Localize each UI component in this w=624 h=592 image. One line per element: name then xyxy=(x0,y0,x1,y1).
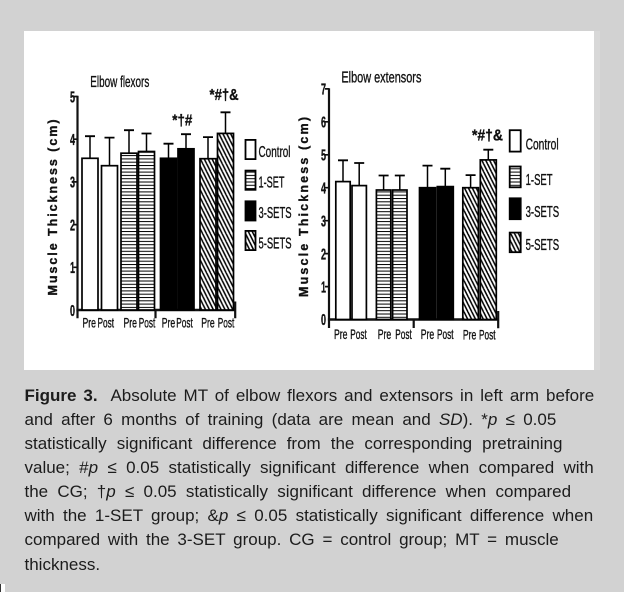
svg-text:3: 3 xyxy=(321,214,326,231)
svg-text:4: 4 xyxy=(70,132,75,149)
svg-text:Pre: Pre xyxy=(162,315,176,331)
svg-text:0: 0 xyxy=(70,303,75,320)
svg-text:0: 0 xyxy=(321,312,326,329)
svg-text:Elbow extensors: Elbow extensors xyxy=(341,70,421,87)
svg-text:5: 5 xyxy=(321,148,326,165)
svg-text:3-SETS: 3-SETS xyxy=(259,205,292,222)
svg-text:Control: Control xyxy=(259,144,291,161)
svg-text:Post: Post xyxy=(437,326,454,342)
svg-text:2: 2 xyxy=(70,217,75,234)
svg-text:*#†&: *#†& xyxy=(210,87,239,104)
svg-text:5: 5 xyxy=(70,89,75,106)
svg-text:Pre: Pre xyxy=(463,326,477,342)
svg-text:1-SET: 1-SET xyxy=(259,175,285,192)
svg-text:3: 3 xyxy=(70,175,75,192)
svg-text:3-SETS: 3-SETS xyxy=(526,204,560,221)
svg-text:Elbow flexors: Elbow flexors xyxy=(90,74,149,91)
svg-text:Muscle Thickness (cm): Muscle Thickness (cm) xyxy=(46,120,60,296)
svg-text:Post: Post xyxy=(176,315,193,331)
svg-text:Control: Control xyxy=(526,137,559,154)
svg-text:6: 6 xyxy=(321,115,326,132)
svg-text:Pre: Pre xyxy=(334,326,348,342)
svg-text:Pre: Pre xyxy=(378,326,392,342)
svg-text:Post: Post xyxy=(395,326,412,342)
svg-text:Pre: Pre xyxy=(421,326,435,342)
svg-text:Post: Post xyxy=(350,326,367,342)
svg-text:Pre: Pre xyxy=(82,315,96,331)
svg-text:*†#: *†# xyxy=(172,113,192,130)
svg-text:Pre: Pre xyxy=(201,315,215,331)
svg-text:4: 4 xyxy=(321,181,326,198)
svg-text:Post: Post xyxy=(479,326,496,342)
svg-text:1: 1 xyxy=(70,260,75,277)
svg-text:Post: Post xyxy=(98,315,115,331)
svg-text:5-SETS: 5-SETS xyxy=(526,237,560,254)
svg-text:Pre: Pre xyxy=(123,315,137,331)
svg-text:Post: Post xyxy=(139,315,156,331)
svg-text:5-SETS: 5-SETS xyxy=(259,236,292,253)
svg-text:2: 2 xyxy=(321,246,326,263)
svg-text:*#†&: *#†& xyxy=(472,128,503,145)
svg-text:Post: Post xyxy=(218,315,235,331)
svg-text:7: 7 xyxy=(321,82,326,99)
svg-text:Muscle Thickness (cm): Muscle Thickness (cm) xyxy=(297,117,311,297)
svg-text:1-SET: 1-SET xyxy=(526,172,553,189)
svg-text:1: 1 xyxy=(321,279,326,296)
